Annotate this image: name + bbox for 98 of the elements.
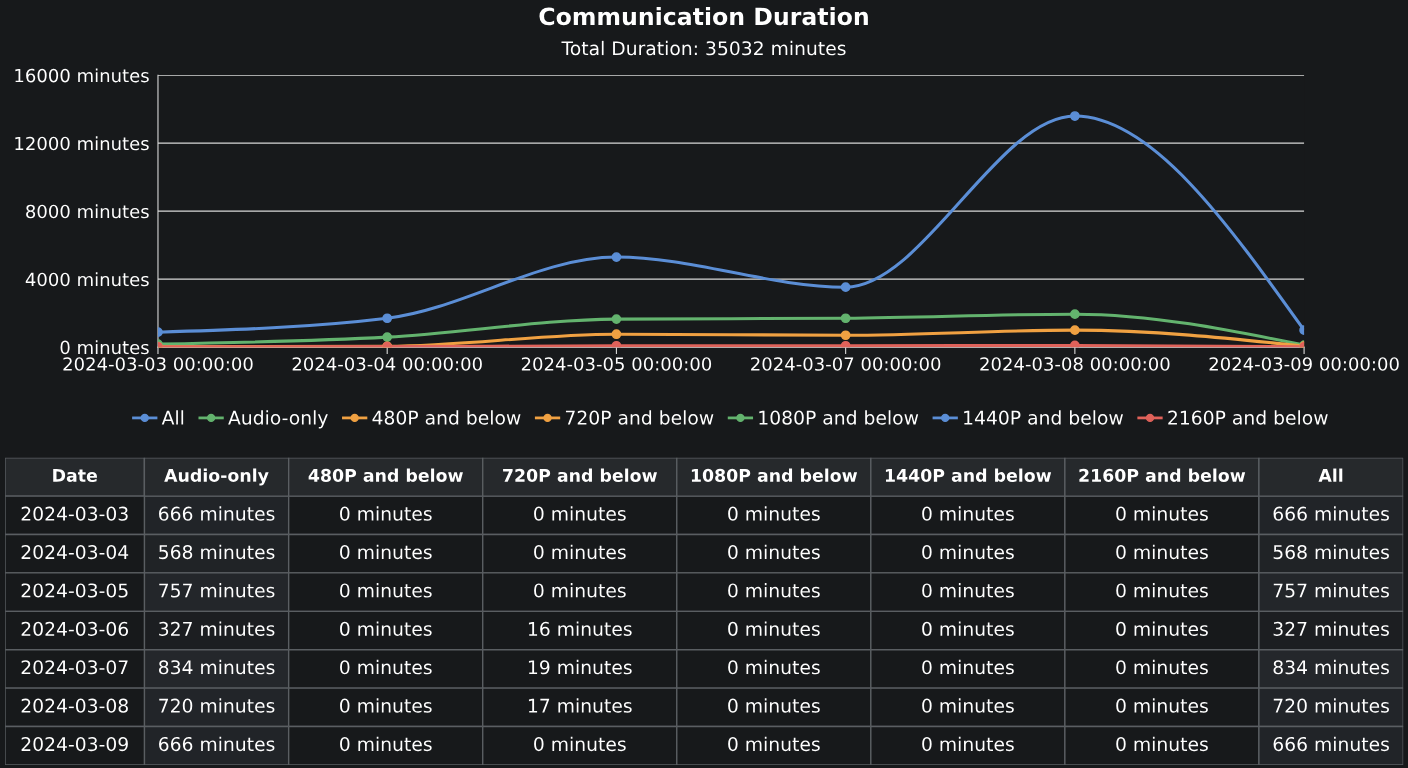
data-label: 0 minutes: [728, 583, 820, 598]
y-tick-label: 2024-03-09: [21, 736, 128, 752]
y-tick-label: 2024-03-05: [21, 583, 128, 598]
data-label: 666 minutes: [159, 736, 275, 752]
x-tick-label: 2024-03-07 00:00:00: [751, 357, 941, 371]
data-label: 19 minutes: [528, 659, 632, 675]
data-label: 0 minutes: [728, 736, 820, 752]
legend-label: Audio-only: [228, 410, 328, 429]
data-label: 720 minutes: [159, 698, 275, 713]
point: [1070, 309, 1080, 320]
point: [840, 340, 851, 348]
data-label: 720 minutes: [1273, 698, 1389, 713]
data-label: 0 minutes: [340, 698, 432, 713]
data-label: 0 minutes: [922, 506, 1014, 521]
point: [611, 314, 622, 324]
data-label: 0 minutes: [922, 736, 1014, 752]
data-label: 0 minutes: [1116, 736, 1208, 752]
legend-label: 480P and below: [372, 410, 521, 425]
data-label: 666 minutes: [1273, 736, 1389, 752]
data-label: 0 minutes: [728, 698, 820, 713]
data-label: 327 minutes: [159, 621, 275, 636]
point: [382, 313, 393, 324]
data-label: 0 minutes: [340, 544, 432, 560]
point: [1070, 325, 1080, 336]
y-axis-title: Date: [53, 469, 97, 482]
data-label: 0 minutes: [922, 698, 1014, 713]
data-label: 17 minutes: [528, 698, 632, 713]
data-label: 0 minutes: [922, 544, 1014, 560]
x-tick-label: 1440P and below: [885, 468, 1052, 482]
y-tick-label: 12000 minutes: [15, 136, 149, 151]
point: [1070, 111, 1080, 121]
x-tick-label: 2024-03-09 00:00:00: [1209, 357, 1399, 371]
point: [1070, 340, 1080, 348]
data-label: 0 minutes: [728, 621, 820, 636]
data-label: 0 minutes: [340, 736, 432, 752]
data-label: 666 minutes: [159, 506, 275, 521]
legend-label: 1080P and below: [759, 410, 919, 425]
y-tick-label: 8000 minutes: [26, 204, 149, 219]
y-tick-label: 2024-03-04: [21, 544, 129, 560]
x-tick-label: 720P and below: [503, 468, 657, 482]
data-label: 0 minutes: [922, 659, 1014, 675]
point: [382, 332, 393, 342]
data-label: 327 minutes: [1273, 621, 1389, 636]
data-label: 0 minutes: [922, 621, 1014, 636]
legend-label: 720P and below: [565, 410, 714, 425]
chart-subtitle: Total Duration: 35032 minutes: [561, 40, 846, 56]
data-label: 0 minutes: [1116, 698, 1208, 713]
data-label: 0 minutes: [534, 544, 626, 560]
x-tick-label: 480P and below: [308, 468, 463, 482]
x-tick-label: 2024-03-05 00:00:00: [521, 357, 712, 371]
data-label: 757 minutes: [1273, 583, 1389, 598]
data-label: 0 minutes: [1116, 659, 1208, 675]
data-label: 16 minutes: [528, 621, 632, 636]
legend-label: All: [161, 410, 184, 425]
data-label: 0 minutes: [340, 621, 432, 636]
point: [840, 313, 851, 324]
data-label: 0 minutes: [534, 736, 626, 752]
data-label: 0 minutes: [534, 583, 626, 598]
data-label: 0 minutes: [728, 659, 820, 675]
data-label: 568 minutes: [159, 544, 275, 560]
y-tick-label: 2024-03-06: [21, 621, 129, 636]
point: [611, 340, 622, 348]
point: [840, 282, 851, 293]
data-label: 834 minutes: [158, 659, 275, 675]
data-label: 568 minutes: [1273, 544, 1389, 560]
data-label: 0 minutes: [340, 583, 432, 598]
x-tick-label: 2160P and below: [1079, 468, 1246, 482]
data-label: 0 minutes: [922, 583, 1014, 598]
y-tick-label: 0 minutes: [60, 340, 149, 355]
chart-title: Communication Duration: [539, 7, 868, 26]
y-tick-label: 2024-03-03: [21, 506, 128, 521]
y-tick-label: 2024-03-07: [21, 660, 128, 675]
y-tick-label: 2024-03-08: [21, 698, 128, 713]
data-label: 0 minutes: [534, 506, 626, 521]
x-tick-label: Audio-only: [164, 468, 269, 486]
data-label: 0 minutes: [728, 506, 820, 521]
y-tick-label: 4000 minutes: [25, 272, 149, 287]
data-label: 666 minutes: [1273, 506, 1389, 521]
data-label: 0 minutes: [340, 659, 432, 675]
data-label: 0 minutes: [1116, 583, 1208, 598]
x-tick-label: 2024-03-04 00:00:00: [292, 357, 482, 371]
legend-label: 2160P and below: [1168, 410, 1328, 425]
data-label: 757 minutes: [159, 583, 275, 598]
data-label: 0 minutes: [1116, 506, 1208, 521]
data-label: 0 minutes: [340, 506, 432, 521]
x-tick-label: 2024-03-08 00:00:00: [980, 357, 1170, 371]
data-label: 0 minutes: [728, 544, 820, 560]
data-label: 0 minutes: [1116, 544, 1208, 560]
x-tick-label: 2024-03-03 00:00:00: [63, 357, 253, 371]
x-tick-label: All: [1318, 468, 1343, 482]
data-label: 0 minutes: [1116, 621, 1208, 636]
y-tick-label: 16000 minutes: [15, 68, 149, 83]
point: [611, 329, 622, 340]
point: [840, 330, 851, 341]
data-label: 834 minutes: [1273, 659, 1389, 675]
point: [611, 252, 622, 262]
legend-label: 1440P and below: [964, 410, 1123, 425]
x-tick-label: 1080P and below: [691, 468, 858, 482]
